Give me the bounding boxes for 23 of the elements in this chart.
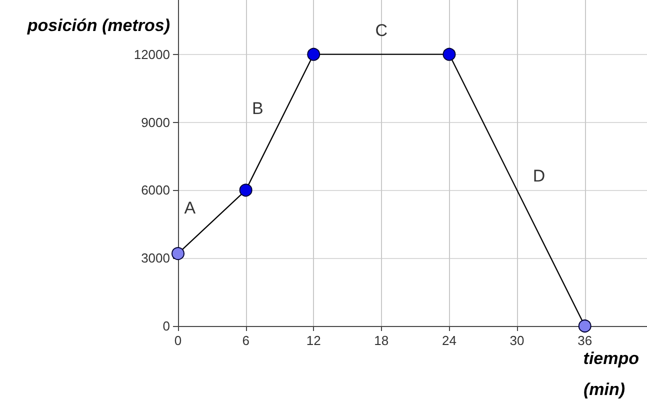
point: [442, 48, 456, 61]
y-axis-title: posición (metros): [26, 16, 170, 35]
y-tick-label: 12000: [134, 46, 170, 62]
x-tick-label: 12: [306, 333, 321, 348]
point: [578, 320, 592, 332]
point: [172, 247, 184, 260]
annotation: A: [184, 198, 196, 218]
x-tick-label: 6: [242, 333, 250, 348]
x-tick-label: 18: [374, 333, 389, 348]
x-tick-label: 0: [174, 333, 182, 348]
point: [307, 48, 320, 61]
y-tick-label: 3000: [141, 250, 170, 266]
y-tick-label: 6000: [141, 182, 170, 198]
annotation: B: [252, 98, 264, 118]
annotation: C: [375, 20, 388, 40]
annotation: D: [532, 166, 546, 186]
point: [239, 184, 252, 197]
x-tick-label: 36: [578, 333, 592, 348]
x-tick-label: 30: [510, 333, 524, 348]
x-axis-title: tiempo (min): [583, 349, 640, 399]
y-tick-label: 9000: [141, 114, 170, 130]
x-tick-label: 24: [442, 333, 456, 348]
y-tick-label: 0: [162, 318, 170, 334]
